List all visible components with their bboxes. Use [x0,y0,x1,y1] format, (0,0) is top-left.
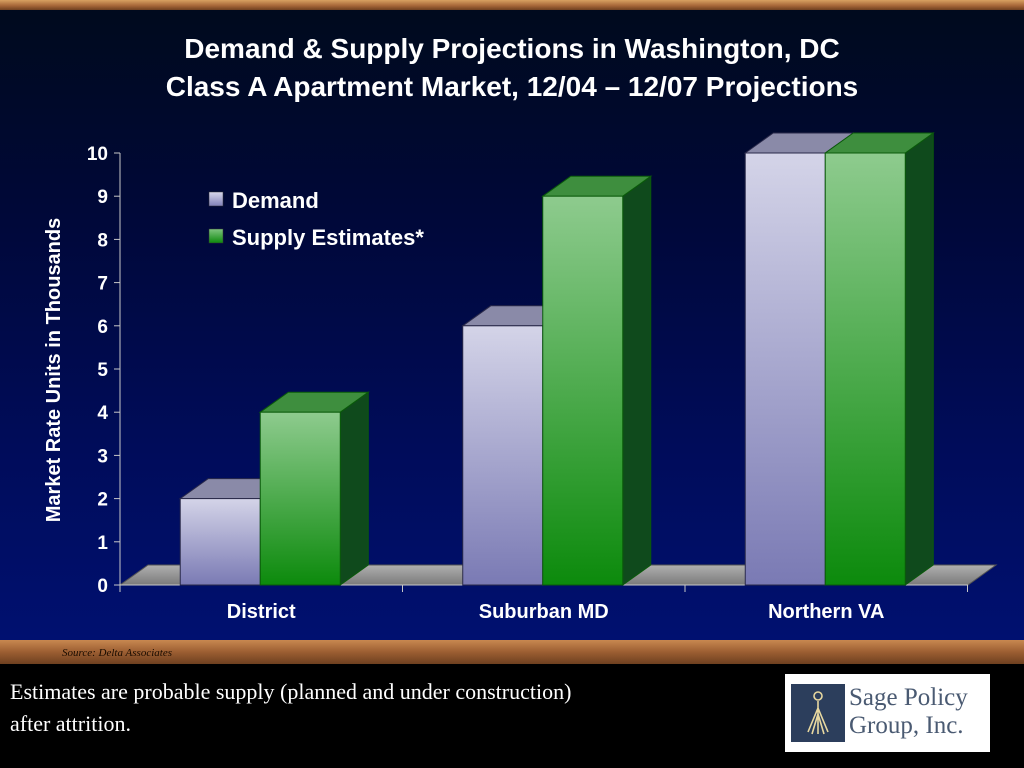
footnote-line-2: after attrition. [10,711,131,736]
bar-side [904,132,934,586]
source-note: Source: Delta Associates [62,647,172,659]
bar-side [622,175,652,586]
footnote: Estimates are probable supply (planned a… [10,676,750,740]
chart-title: Demand & Supply Projections in Washingto… [0,30,1024,106]
y-tick-label: 9 [97,187,108,208]
title-line-1: Demand & Supply Projections in Washingto… [184,33,840,64]
bar-front [824,152,906,586]
bar-chart: 0 1 2 3 4 5 6 7 8 9 10 District Suburban MD Northern… [43,132,998,623]
top-accent-bar [0,0,1024,10]
footnote-line-1: Estimates are probable supply (planned a… [10,679,572,704]
logo-text-line-2: Group, Inc. [849,712,964,739]
bar-side [339,391,369,586]
bar-front [462,325,544,586]
bar-supply-0 [258,391,370,586]
legend-label-demand: Demand [232,188,319,213]
legend-label-supply: Supply Estimates* [232,225,424,250]
x-axis-labels: District Suburban MD Northern VA [119,585,968,623]
divider-bar [0,640,1024,664]
y-tick-label: 2 [97,490,108,511]
sage-policy-logo: Sage Policy Group, Inc. [785,674,990,752]
bar-supply-1 [541,175,653,586]
bar-front [542,195,624,586]
y-axis-label: Market Rate Units in Thousands [43,218,65,523]
bar-supply-2 [823,132,935,586]
bars-group [178,132,935,586]
sage-figure-icon [791,684,845,742]
bar-front [259,411,341,586]
logo-text-line-1: Sage Policy [849,684,968,711]
bar-front [179,498,261,586]
legend-swatch-supply [208,228,224,244]
x-tick-label: District [227,601,296,623]
y-tick-label: 1 [97,533,108,554]
y-tick-label: 6 [97,317,108,338]
y-tick-label: 0 [97,576,108,597]
y-tick-label: 4 [97,403,108,424]
y-axis-ticks: 0 1 2 3 4 5 6 7 8 9 10 [87,144,120,597]
y-tick-label: 5 [97,360,108,381]
bar-front [744,152,826,586]
legend-swatch-demand [208,191,224,207]
y-tick-label: 8 [97,230,108,251]
logo-text: Sage Policy Group, Inc. [849,684,968,740]
y-tick-label: 10 [87,144,108,165]
title-line-2: Class A Apartment Market, 12/04 – 12/07 … [165,71,859,102]
y-tick-label: 7 [97,274,108,295]
y-tick-label: 3 [97,446,108,467]
legend: Demand Supply Estimates* [208,188,424,250]
x-tick-label: Northern VA [768,601,884,623]
x-tick-label: Suburban MD [479,601,609,623]
